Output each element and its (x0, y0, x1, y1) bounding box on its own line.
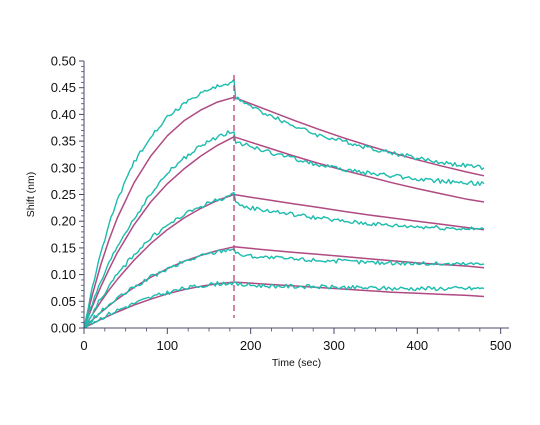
y-tick: 0.50 (51, 54, 84, 69)
y-tick: 0.10 (51, 252, 84, 282)
y-axis-title: Shift (nm) (25, 172, 37, 218)
y-tick-label: 0.10 (51, 267, 76, 282)
measured-trace (83, 78, 485, 329)
y-tick: 0.40 (51, 92, 84, 122)
series-layer (83, 78, 485, 329)
x-axis-ticks: 0 100 200 300 400 500 (80, 328, 512, 353)
x-tick-label: 300 (323, 338, 345, 353)
y-tick: 0.15 (51, 226, 84, 255)
y-tick: 0.45 (51, 65, 84, 95)
y-tick-label: 0.20 (51, 214, 76, 229)
y-tick-label: 0.35 (51, 134, 76, 149)
y-tick: 0.00 (51, 306, 84, 336)
y-tick: 0.35 (51, 119, 84, 149)
x-tick: 300 (323, 328, 397, 353)
y-tick: 0.25 (51, 172, 84, 202)
x-tick-label: 0 (80, 338, 87, 353)
y-tick-label: 0.30 (51, 160, 76, 175)
measured-trace (83, 192, 485, 329)
y-tick-label: 0.45 (51, 80, 76, 95)
x-tick-label: 500 (490, 338, 512, 353)
y-tick-label: 0.40 (51, 107, 76, 122)
y-axis-ticks: 0.00 0.05 0.10 0.15 0.20 0.25 0.30 0.35 0.40 0.45… (51, 54, 84, 336)
y-tick-label: 0.25 (51, 187, 76, 202)
y-tick: 0.30 (51, 146, 84, 175)
y-tick: 0.20 (51, 199, 84, 229)
y-tick: 0.05 (51, 279, 84, 309)
x-tick: 0 (80, 328, 147, 353)
x-tick: 400 (406, 328, 481, 353)
measured-trace (83, 281, 485, 329)
x-tick: 100 (156, 328, 231, 353)
x-tick-label: 100 (156, 338, 178, 353)
y-tick-label: 0.15 (51, 240, 76, 255)
measured-trace (83, 248, 485, 329)
x-tick: 200 (240, 328, 314, 353)
x-tick-label: 200 (240, 338, 262, 353)
x-tick-label: 400 (406, 338, 428, 353)
measured-trace (83, 130, 485, 329)
x-tick: 500 (490, 328, 512, 353)
y-tick-label: 0.05 (51, 294, 76, 309)
y-tick-label: 0.00 (51, 321, 76, 336)
x-axis-title: Time (sec) (272, 357, 321, 369)
y-tick-label: 0.50 (51, 54, 76, 69)
